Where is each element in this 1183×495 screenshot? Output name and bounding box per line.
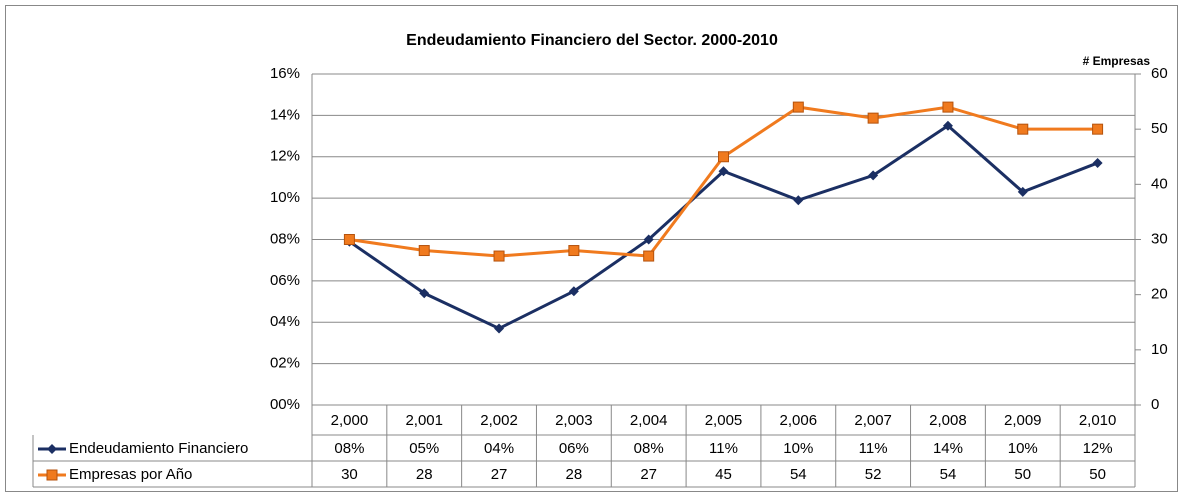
table-value: 27 — [640, 466, 657, 483]
y-tick-label: 12% — [270, 148, 300, 165]
table-value: 28 — [416, 466, 433, 483]
category-cell: 2,007 — [854, 412, 892, 429]
y2-tick-label: 10 — [1151, 341, 1168, 358]
y-tick-label: 02% — [270, 355, 300, 372]
legend-label: Endeudamiento Financiero — [69, 440, 248, 457]
point-marker — [942, 120, 953, 131]
y-tick-label: 06% — [270, 272, 300, 289]
category-cell: 2,000 — [331, 412, 369, 429]
y2-tick-label: 40 — [1151, 175, 1168, 192]
point-marker — [493, 250, 505, 262]
point-marker — [643, 234, 654, 245]
point-marker — [494, 323, 505, 334]
point-marker — [343, 234, 355, 245]
point-marker — [643, 250, 655, 262]
point-marker — [568, 245, 580, 257]
point-marker — [419, 288, 430, 299]
point-marker — [793, 195, 804, 206]
table-value: 28 — [566, 466, 583, 483]
table-value: 08% — [634, 440, 664, 457]
category-cell: 2,009 — [1004, 412, 1042, 429]
chart-title: Endeudamiento Financiero del Sector. 200… — [406, 32, 778, 49]
point-marker — [868, 170, 879, 181]
table-value: 11% — [709, 440, 738, 457]
chart-border — [5, 5, 1178, 492]
table-value: 11% — [859, 440, 888, 457]
y2-tick-label: 20 — [1151, 286, 1168, 303]
point-marker — [718, 151, 729, 163]
table-value: 30 — [341, 466, 358, 483]
table-value: 06% — [559, 440, 589, 457]
legend-marker — [46, 469, 58, 481]
category-cell: 2,005 — [705, 412, 743, 429]
category-cell: 2,004 — [630, 412, 668, 429]
y-tick-label: 16% — [270, 65, 300, 82]
point-marker — [867, 112, 879, 124]
table-value: 27 — [491, 466, 508, 483]
table-value: 54 — [940, 466, 957, 483]
y-tick-label: 00% — [270, 396, 300, 413]
table-value: 10% — [783, 440, 813, 457]
legend-label: Empresas por Año — [69, 466, 192, 483]
y-tick-label: 10% — [270, 189, 300, 206]
y2-tick-label: 60 — [1151, 65, 1168, 82]
point-marker — [1092, 123, 1104, 135]
category-cell: 2,010 — [1079, 412, 1117, 429]
table-value: 54 — [790, 466, 807, 483]
y2-tick-label: 0 — [1151, 396, 1159, 413]
table-value: 45 — [715, 466, 732, 483]
category-cell: 2,001 — [405, 412, 443, 429]
table-value: 10% — [1008, 440, 1038, 457]
legend-marker — [47, 444, 57, 454]
table-value: 14% — [933, 440, 963, 457]
point-marker — [942, 101, 954, 113]
point-marker — [1092, 157, 1103, 168]
table-value: 08% — [334, 440, 364, 457]
category-cell: 2,008 — [929, 412, 967, 429]
point-marker — [568, 286, 579, 297]
table-value: 50 — [1089, 466, 1106, 483]
table-value: 50 — [1014, 466, 1031, 483]
y-tick-label: 08% — [270, 230, 300, 247]
table-value: 12% — [1083, 440, 1113, 457]
category-cell: 2,003 — [555, 412, 593, 429]
y-tick-label: 04% — [270, 313, 300, 330]
y2-tick-label: 50 — [1151, 120, 1168, 137]
point-marker — [1017, 123, 1029, 135]
point-marker — [792, 101, 804, 113]
y2-tick-label: 30 — [1151, 230, 1168, 247]
category-cell: 2,006 — [780, 412, 818, 429]
table-value: 05% — [409, 440, 439, 457]
table-value: 52 — [865, 466, 882, 483]
table-value: 04% — [484, 440, 514, 457]
point-marker — [1017, 186, 1028, 197]
category-cell: 2,002 — [480, 412, 518, 429]
y2-axis-title: # Empresas — [1083, 54, 1151, 68]
point-marker — [418, 245, 430, 257]
point-marker — [718, 166, 729, 177]
y-tick-label: 14% — [270, 106, 300, 123]
